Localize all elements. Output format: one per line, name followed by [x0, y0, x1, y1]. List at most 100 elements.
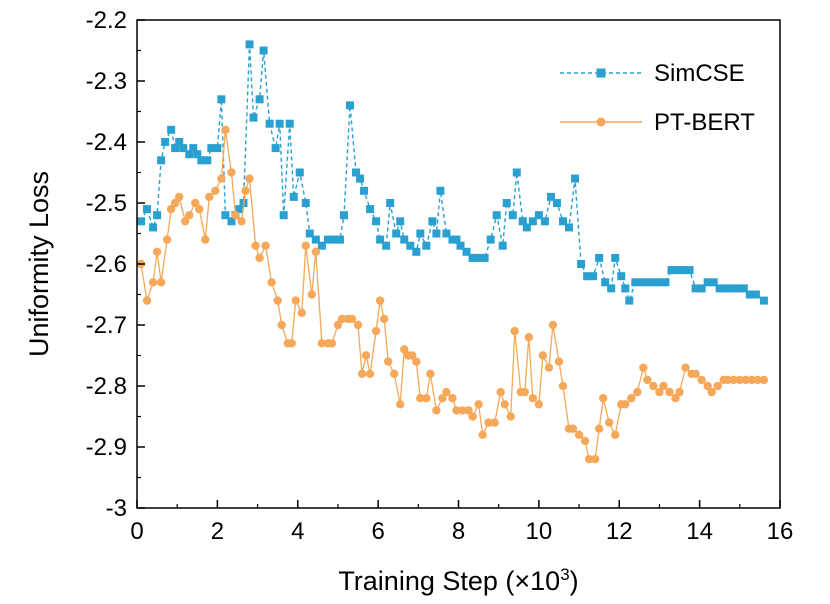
data-point: [528, 217, 537, 226]
data-point: [426, 369, 435, 378]
data-point: [287, 339, 296, 348]
data-point: [170, 198, 180, 208]
data-point: [462, 247, 471, 256]
x-axis-title-main: Training Step (×10: [338, 566, 560, 596]
x-tick-label: 14: [686, 518, 713, 545]
data-point: [383, 357, 393, 366]
data-point: [259, 46, 268, 55]
data-point: [661, 278, 670, 287]
data-point: [166, 204, 176, 214]
data-point: [583, 272, 592, 281]
data-point: [235, 205, 244, 214]
data-point: [452, 235, 461, 244]
data-point: [175, 138, 184, 146]
data-point: [366, 205, 375, 214]
data-point: [747, 375, 757, 385]
data-point: [249, 113, 258, 122]
data-point: [337, 314, 347, 324]
data-point: [546, 192, 555, 201]
data-point: [468, 253, 477, 262]
data-point: [171, 144, 180, 153]
data-point: [329, 235, 338, 244]
data-point: [241, 186, 250, 195]
data-point: [490, 418, 499, 427]
data-point: [548, 320, 558, 330]
legend-item: SimCSE: [560, 60, 745, 87]
data-point: [486, 235, 495, 244]
data-point: [697, 284, 706, 293]
data-point: [311, 247, 321, 256]
y-tick-label: -2.7: [86, 312, 127, 339]
data-point: [156, 278, 166, 287]
data-point: [267, 278, 276, 287]
data-point: [181, 217, 190, 226]
data-point: [671, 394, 680, 403]
data-point: [149, 223, 158, 232]
data-point: [631, 278, 640, 287]
data-point: [428, 217, 437, 226]
data-point: [422, 241, 431, 250]
y-tick-label: -2.3: [86, 68, 127, 95]
data-point: [723, 375, 732, 385]
data-point: [492, 211, 501, 220]
data-point: [279, 211, 288, 220]
data-point: [474, 400, 483, 409]
data-point: [621, 284, 630, 293]
data-point: [478, 430, 487, 439]
data-point: [357, 369, 367, 378]
data-point: [733, 284, 742, 293]
data-point: [237, 217, 246, 226]
data-point: [345, 101, 354, 110]
data-point: [753, 375, 763, 385]
data-point: [759, 375, 769, 385]
data-point: [741, 375, 751, 385]
data-point: [508, 211, 517, 220]
data-point: [217, 174, 226, 183]
data-point: [201, 235, 210, 244]
data-point: [574, 430, 584, 439]
legend-marker: [596, 68, 606, 78]
x-tick-label: 12: [606, 518, 633, 545]
data-point: [685, 266, 694, 275]
legend-label: PT-BERT: [654, 109, 755, 136]
y-tick-label: -2.4: [86, 129, 127, 156]
data-point: [301, 199, 310, 207]
data-point: [245, 174, 254, 183]
data-point: [442, 387, 451, 397]
data-point: [554, 357, 564, 366]
data-point: [601, 278, 610, 287]
data-point: [621, 400, 630, 409]
data-point: [317, 339, 327, 348]
data-point: [408, 351, 417, 360]
data-point: [759, 296, 768, 305]
data-point: [639, 363, 648, 372]
data-point: [361, 351, 371, 360]
data-point: [751, 290, 760, 299]
data-point: [649, 381, 658, 391]
data-point: [534, 400, 544, 409]
data-point: [379, 314, 389, 324]
legend-label: SimCSE: [654, 60, 745, 87]
data-point: [416, 394, 425, 403]
data-point: [643, 278, 652, 287]
data-point: [655, 278, 664, 287]
data-point: [396, 400, 405, 409]
data-point: [365, 369, 375, 378]
data-point: [339, 211, 348, 220]
data-point: [143, 205, 152, 214]
x-axis-title-superscript: 3: [560, 565, 569, 584]
data-point: [335, 235, 344, 244]
data-point: [285, 119, 294, 128]
data-point: [506, 412, 515, 421]
data-point: [502, 199, 511, 207]
data-point: [510, 326, 519, 336]
y-tick-label: -2.9: [86, 434, 127, 461]
data-point: [436, 186, 445, 195]
data-point: [590, 455, 600, 464]
data-point: [221, 125, 230, 134]
data-point: [729, 375, 738, 385]
data-point: [191, 198, 200, 208]
data-point: [468, 412, 477, 421]
data-point: [713, 381, 722, 391]
